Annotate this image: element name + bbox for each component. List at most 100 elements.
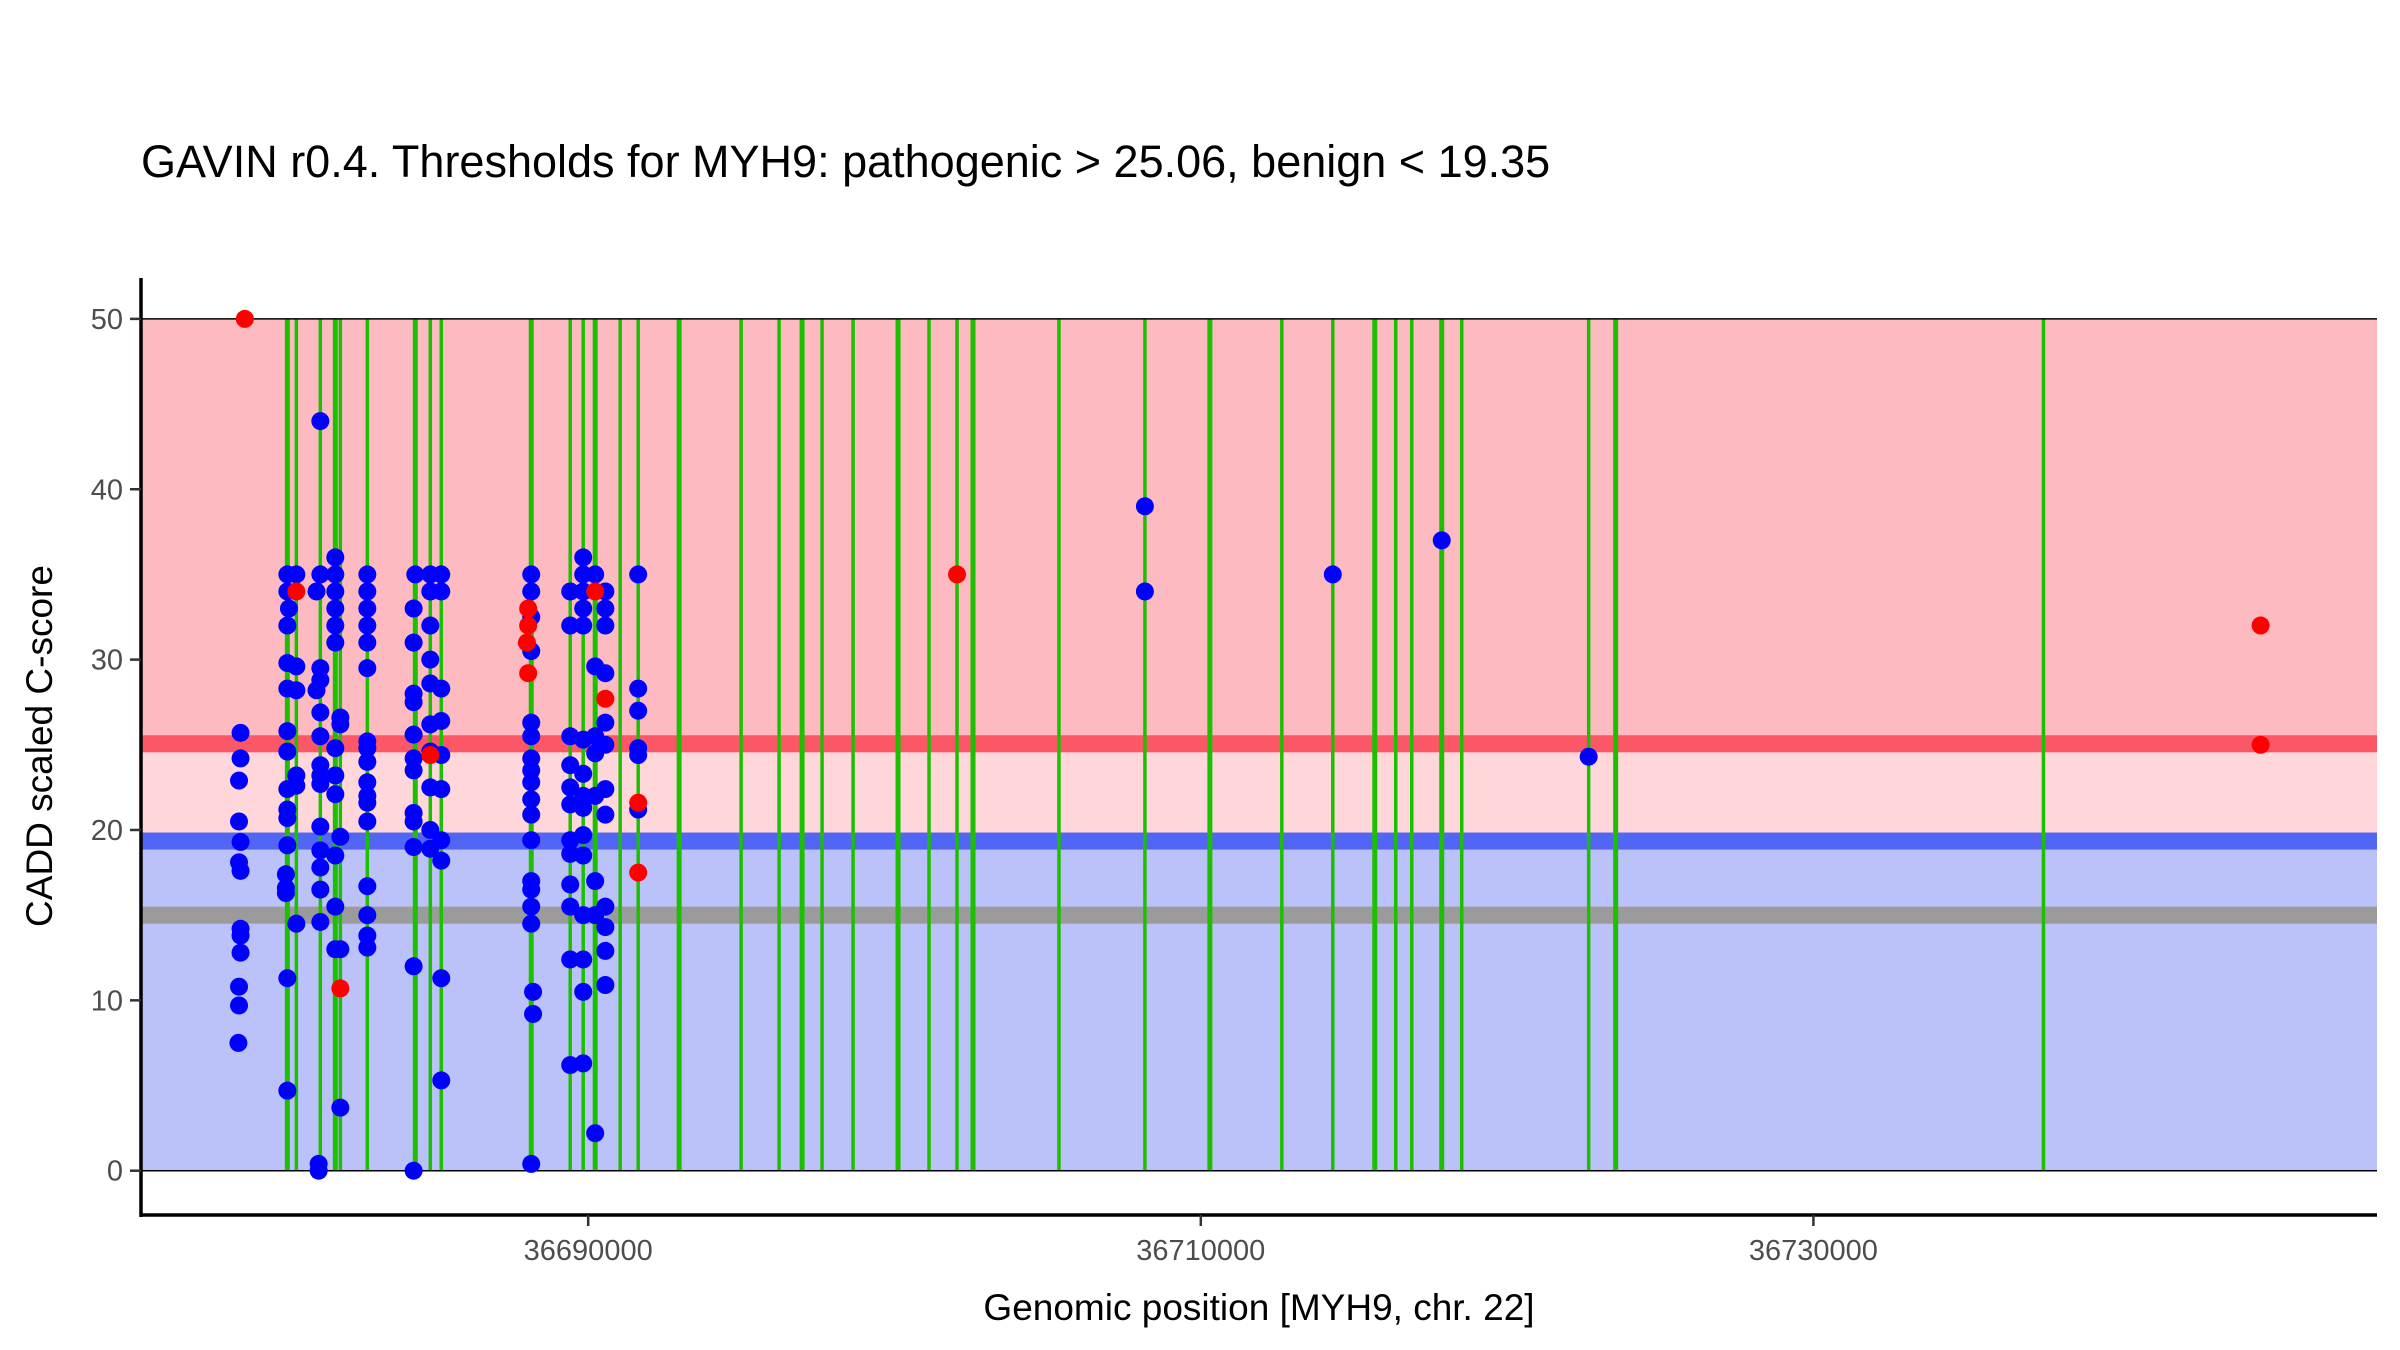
gnomad-variant-point	[574, 599, 593, 618]
gnomad-variant-point	[278, 742, 297, 761]
gnomad-variant-point	[432, 582, 451, 601]
gnomad-variant-point	[596, 780, 615, 799]
gnomad-variant-point	[311, 880, 330, 899]
gnomad-variant-point	[326, 633, 345, 652]
gnomad-variant-point	[629, 565, 648, 584]
gnomad-variant-point	[1579, 747, 1598, 766]
gnomad-variant-point	[404, 725, 423, 744]
gnomad-variant-point	[326, 739, 345, 758]
gnomad-variant-point	[629, 701, 648, 720]
gnomad-variant-point	[574, 798, 593, 817]
gnomad-variant-point	[1135, 582, 1154, 601]
gnomad-variant-point	[574, 982, 593, 1001]
gnomad-variant-point	[358, 582, 377, 601]
gnomad-variant-point	[287, 657, 306, 676]
plot-frame	[141, 318, 2377, 1172]
gnomad-variant-point	[231, 861, 250, 880]
y-tick-label: 30	[91, 645, 123, 677]
gnomad-variant-point	[432, 780, 451, 799]
x-tick-label: 36710000	[1136, 1235, 1265, 1267]
gnomad-variant-point	[1432, 531, 1451, 550]
gnomad-variant-point	[331, 827, 350, 846]
gnomad-variant-point	[1323, 565, 1342, 584]
gnomad-variant-point	[574, 826, 593, 845]
gnomad-variant-point	[522, 831, 541, 850]
gnomad-variant-point	[331, 715, 350, 734]
gnomad-variant-point	[358, 906, 377, 925]
gnomad-variant-point	[311, 412, 330, 431]
gnomad-variant-point	[524, 982, 543, 1001]
gnomad-variant-point	[522, 773, 541, 792]
gnomad-variant-point	[311, 565, 330, 584]
gnomad-variant-point	[309, 1161, 328, 1180]
gnomad-variant-point	[524, 1004, 543, 1023]
gnomad-variant-point	[522, 1154, 541, 1173]
gnomad-variant-point	[326, 599, 345, 618]
gnomad-variant-point	[406, 565, 425, 584]
gnomad-variant-point	[596, 897, 615, 916]
gnomad-variant-point	[586, 565, 605, 584]
x-tick-label: 36690000	[524, 1235, 653, 1267]
pathogenic-region	[141, 318, 2377, 744]
gnomad-variant-point	[629, 679, 648, 698]
gnomad-variant-point	[586, 872, 605, 891]
gnomad-variant-point	[596, 616, 615, 635]
gnomad-variant-point	[326, 548, 345, 567]
gnomad-variant-point	[231, 926, 250, 945]
gnomad-variant-point	[561, 756, 580, 775]
gnomad-variant-point	[326, 565, 345, 584]
gnomad-variant-point	[561, 582, 580, 601]
gnomad-variant-point	[231, 723, 250, 742]
gnomad-variant-point	[432, 831, 451, 850]
gnomad-variant-point	[311, 703, 330, 722]
gnomad-variant-point	[231, 943, 250, 962]
clinvar-pathogenic-point	[517, 633, 536, 652]
clinvar-pathogenic-point	[596, 689, 615, 708]
gnomad-variant-point	[522, 582, 541, 601]
clinvar-pathogenic-point	[331, 979, 350, 998]
gnomad-variant-point	[326, 616, 345, 635]
gnomad-variant-point	[326, 785, 345, 804]
gnomad-variant-point	[278, 969, 297, 988]
pathogenic-threshold	[141, 735, 2377, 753]
gnomad-variant-point	[596, 918, 615, 937]
gnomad-variant-point	[596, 599, 615, 618]
gnomad-variant-point	[522, 565, 541, 584]
gnomad-variant-point	[574, 548, 593, 567]
gnomad-variant-point	[432, 969, 451, 988]
gnomad-variant-point	[561, 950, 580, 969]
x-axis-ticks: 36690000 36710000 36730000	[524, 1215, 1878, 1267]
gnomad-variant-point	[358, 793, 377, 812]
gnomad-variant-point	[358, 773, 377, 792]
gnomad-variant-point	[432, 851, 451, 870]
gnomad-variant-point	[574, 1054, 593, 1073]
gnomad-variant-point	[358, 877, 377, 896]
gnomad-variant-point	[358, 616, 377, 635]
gnomad-variant-point	[358, 599, 377, 618]
clinvar-pathogenic-point	[586, 582, 605, 601]
clinvar-pathogenic-point	[519, 599, 538, 618]
gnomad-variant-point	[432, 679, 451, 698]
gnomad-variant-point	[404, 633, 423, 652]
gnomad-variant-point	[229, 1033, 248, 1052]
gnomad-variant-point	[326, 766, 345, 785]
benign-region	[141, 841, 2377, 1171]
gnomad-variant-point	[311, 727, 330, 746]
clinvar-pathogenic-point	[519, 616, 538, 635]
gnomad-variant-point	[307, 681, 326, 700]
gnomad-variant-point	[358, 565, 377, 584]
gnomad-variant-point	[596, 735, 615, 754]
gnomad-variant-point	[421, 616, 440, 635]
gnomad-variant-point	[522, 713, 541, 732]
gnomad-variant-point	[311, 841, 330, 860]
y-tick-label: 10	[91, 985, 123, 1017]
gnomad-variant-point	[230, 977, 249, 996]
clinvar-pathogenic-point	[2251, 616, 2270, 635]
gnomad-variant-point	[311, 774, 330, 793]
gnomad-variant-point	[278, 836, 297, 855]
y-tick-label: 40	[91, 474, 123, 506]
y-tick-label: 20	[91, 815, 123, 847]
gnomad-variant-point	[404, 599, 423, 618]
gnomad-variant-point	[522, 727, 541, 746]
